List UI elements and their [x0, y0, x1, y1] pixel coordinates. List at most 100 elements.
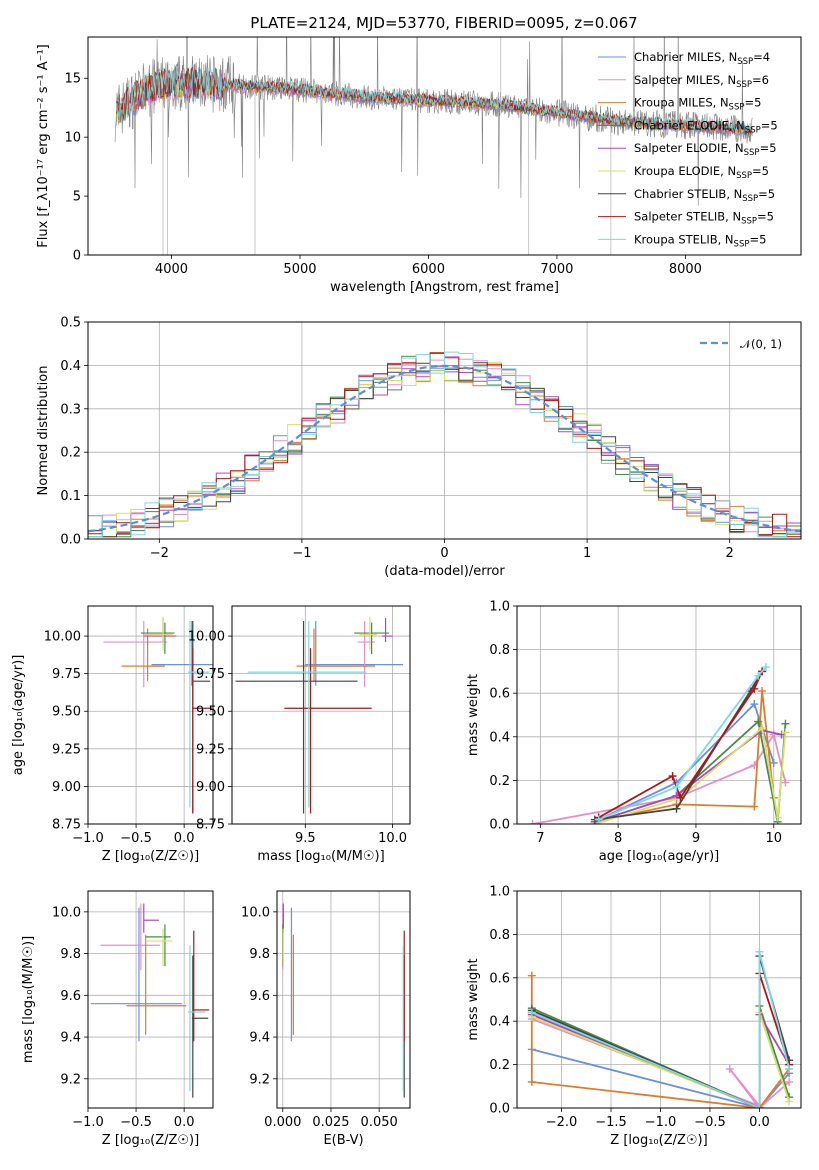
y-tick-label: 0.1: [60, 489, 81, 504]
error-cross: [192, 648, 213, 814]
y-tick-label: 9.25: [52, 742, 81, 757]
plus-marker: [725, 1064, 734, 1073]
plus-marker: [594, 815, 603, 824]
chart-mass-vs-EBV: 0.000 0.025 0.050 9.2 9.4 9.6 9.8 10.0 E(B-V): [241, 890, 411, 1148]
figure-title: PLATE=2124, MJD=53770, FIBERID=0095, z=0…: [250, 14, 637, 32]
y-tick-label: 9.6: [60, 989, 81, 1004]
y-tick-label: 15: [64, 72, 81, 87]
y-tick-label: 10.0: [52, 905, 81, 920]
x-tick-label: 0.0: [749, 1115, 770, 1130]
x-axis-label: Z [log₁₀(Z/Z☉)]: [610, 1133, 707, 1148]
y-tick-label: 9.6: [249, 989, 270, 1004]
y-tick-label: 10.00: [188, 630, 225, 645]
error-cross: [357, 621, 376, 688]
y-axis-label: Flux [f_λ10⁻¹⁷ erg cm⁻² s⁻¹ A⁻¹]: [36, 44, 51, 248]
x-tick-label: −0.5: [120, 831, 152, 846]
error-cross: [144, 616, 173, 650]
x-tick-label: −1.5: [595, 1115, 627, 1130]
legend-label: Chabrier STELIB, NSSP=5: [634, 187, 775, 204]
y-tick-label: 0.4: [489, 730, 510, 745]
error-cross: [247, 621, 367, 808]
plus-marker: [761, 663, 770, 672]
x-axis-label: age [log₁₀(age/yr)]: [599, 849, 720, 864]
plus-marker: [754, 671, 763, 680]
error-cross: [126, 934, 187, 1035]
legend: Chabrier MILES, NSSP=4 Salpeter MILES, NS…: [598, 50, 778, 249]
plot-area: [282, 903, 405, 1098]
plus-marker: [676, 793, 685, 802]
weight-line: [594, 729, 782, 823]
plus-marker: [773, 813, 782, 822]
y-tick-label: 10.0: [241, 905, 270, 920]
x-tick-label: 6000: [412, 262, 445, 277]
x-axis-label: Z [log₁₀(Z/Z☉)]: [102, 849, 199, 864]
y-tick-label: 0.6: [489, 971, 510, 986]
y-tick-label: 9.4: [60, 1031, 81, 1046]
y-tick-label: 0.4: [489, 1015, 510, 1030]
y-tick-label: 0.3: [60, 402, 81, 417]
y-axis-label: Normed distribution: [36, 366, 51, 496]
x-tick-label: 0.050: [361, 1115, 398, 1130]
plot-area: [90, 903, 210, 1098]
plus-marker: [527, 1008, 536, 1017]
y-tick-label: 8.75: [196, 818, 225, 833]
y-tick-label: 9.00: [52, 780, 81, 795]
x-tick-label: 9.5: [295, 831, 316, 846]
legend-label: Kroupa ELODIE, NSSP=5: [634, 164, 769, 181]
x-axis-label: Z [log₁₀(Z/Z☉)]: [102, 1133, 199, 1148]
y-axis-label: mass weight: [466, 674, 481, 756]
axes-frame: [231, 605, 411, 825]
legend-label: 𝒩(0, 1): [740, 337, 782, 351]
plot-area: [114, 37, 753, 255]
plus-marker: [754, 717, 763, 726]
x-tick-label: −1.0: [645, 1115, 677, 1130]
plus-marker: [750, 802, 759, 811]
x-tick-label: 8000: [669, 262, 702, 277]
y-axis-label: mass weight: [466, 958, 481, 1040]
y-tick-label: 10.00: [44, 630, 81, 645]
y-tick-label: 9.8: [60, 947, 81, 962]
plot-area: [103, 616, 213, 814]
plus-marker: [750, 684, 759, 693]
y-tick-label: 9.2: [60, 1072, 81, 1087]
legend-label: Salpeter STELIB, NSSP=5: [634, 210, 774, 227]
y-tick-label: 9.50: [52, 705, 81, 720]
y-tick-label: 0.0: [489, 1102, 510, 1117]
x-axis-label: wavelength [Angstrom, rest frame]: [330, 280, 559, 295]
x-tick-label: −2.0: [546, 1115, 578, 1130]
error-cross: [151, 621, 213, 686]
chart-spectrum: 4000 5000 6000 7000 8000 0 5 10 15 wavelength [An…: [36, 36, 802, 295]
y-tick-label: 0.2: [60, 446, 81, 461]
plus-marker: [758, 687, 767, 696]
y-tick-label: 8.75: [52, 818, 81, 833]
x-axis-label: (data-model)/error: [384, 564, 505, 579]
y-tick-label: 5: [73, 190, 81, 205]
error-cross: [188, 945, 206, 1092]
chart-mass-vs-Z: −1.0 −0.5 0.0 9.2 9.4 9.6 9.8 10.0 Z [log₁₀(Z/Z☉…: [21, 890, 214, 1148]
error-cross: [100, 903, 161, 971]
y-tick-label: 10: [64, 131, 81, 146]
legend: 𝒩(0, 1): [700, 337, 782, 351]
x-tick-label: 0.000: [264, 1115, 301, 1130]
x-tick-label: 8: [614, 831, 622, 846]
error-cross: [235, 621, 358, 814]
x-tick-label: 7000: [540, 262, 573, 277]
error-cross: [143, 618, 177, 643]
plot-area: [88, 351, 801, 538]
error-cross: [354, 622, 390, 655]
error-cross: [145, 924, 171, 967]
axes-frame: [87, 36, 802, 256]
x-tick-label: 0.0: [174, 1115, 195, 1130]
y-tick-label: 9.75: [196, 667, 225, 682]
chart-weight-vs-Z: −2.0 −1.5 −1.0 −0.5 0.0 0.0 0.2 0.4 0.6 0.8 1.0 Z […: [466, 885, 802, 1148]
y-tick-label: 9.50: [196, 705, 225, 720]
y-tick-label: 9.8: [249, 947, 270, 962]
y-tick-label: 9.00: [196, 780, 225, 795]
x-axis-label: E(B-V): [323, 1133, 363, 1148]
y-tick-label: 0.5: [60, 316, 81, 331]
x-tick-label: −2: [150, 546, 169, 561]
weight-line: [531, 951, 790, 1108]
y-tick-label: 0.8: [489, 928, 510, 943]
plus-marker: [758, 724, 767, 733]
